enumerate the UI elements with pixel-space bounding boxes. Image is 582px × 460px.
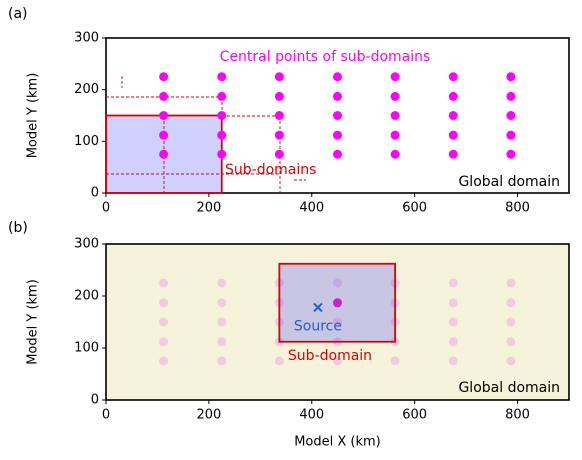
annotation: Global domain xyxy=(458,174,560,190)
point xyxy=(390,356,400,366)
point xyxy=(448,337,458,347)
point xyxy=(217,91,227,101)
y-tick-label: 100 xyxy=(74,134,99,149)
point xyxy=(274,149,284,159)
x-tick-label: 200 xyxy=(196,201,221,216)
point xyxy=(448,130,458,140)
source-label: Source xyxy=(294,318,342,334)
x-tick-label: 600 xyxy=(402,201,427,216)
y-axis-label: Model Y (km) xyxy=(26,73,41,159)
point xyxy=(506,317,516,327)
point xyxy=(274,130,284,140)
point xyxy=(159,91,169,101)
x-tick-label: 0 xyxy=(102,201,110,216)
y-tick-label: 0 xyxy=(91,393,99,408)
point xyxy=(159,278,169,288)
point xyxy=(448,72,458,82)
point xyxy=(333,111,342,120)
highlight-point xyxy=(333,298,342,308)
annotation: Global domain xyxy=(458,380,560,396)
point xyxy=(506,356,516,366)
point xyxy=(390,111,400,120)
point xyxy=(274,356,284,366)
point xyxy=(506,72,516,82)
point xyxy=(217,356,227,366)
point xyxy=(506,130,516,140)
y-tick-label: 100 xyxy=(74,341,99,356)
point xyxy=(448,356,458,366)
point xyxy=(159,337,169,347)
point xyxy=(506,278,516,288)
annotation: Central points of sub-domains xyxy=(220,49,431,65)
y-tick-label: 200 xyxy=(74,82,99,97)
point xyxy=(217,149,227,159)
x-tick-label: 800 xyxy=(505,408,530,423)
point xyxy=(159,111,169,120)
annotation: Sub-domain xyxy=(288,348,372,364)
point xyxy=(506,111,516,120)
annotation: Sub-domains xyxy=(225,162,316,178)
source-marker xyxy=(313,302,323,313)
point xyxy=(448,111,458,120)
point xyxy=(159,356,169,366)
y-tick-label: 200 xyxy=(74,289,99,304)
point xyxy=(217,278,227,288)
point xyxy=(448,278,458,288)
point xyxy=(333,130,342,140)
point xyxy=(390,130,400,140)
point xyxy=(217,337,227,347)
point xyxy=(333,72,342,82)
point xyxy=(217,111,227,120)
panel-label: (a) xyxy=(8,6,28,22)
y-tick-label: 300 xyxy=(74,31,99,46)
y-axis-label: Model Y (km) xyxy=(26,279,41,365)
point xyxy=(159,317,169,327)
point xyxy=(390,72,400,82)
point xyxy=(333,149,342,159)
point xyxy=(506,337,516,347)
y-tick-label: 0 xyxy=(91,186,99,201)
point xyxy=(217,72,227,82)
x-tick-label: 800 xyxy=(505,201,530,216)
point xyxy=(506,149,516,159)
point xyxy=(448,317,458,327)
point xyxy=(217,130,227,140)
point xyxy=(274,72,284,82)
point xyxy=(506,91,516,101)
x-axis-label: Model X (km) xyxy=(294,435,381,450)
panel-label: (b) xyxy=(8,220,28,236)
point xyxy=(333,317,342,327)
point xyxy=(217,298,227,308)
point xyxy=(390,91,400,101)
point xyxy=(217,317,227,327)
point xyxy=(274,91,284,101)
x-tick-label: 400 xyxy=(299,201,324,216)
point xyxy=(333,356,342,366)
point xyxy=(159,298,169,308)
point xyxy=(159,130,169,140)
point xyxy=(159,72,169,82)
x-tick-label: 0 xyxy=(102,408,110,423)
point xyxy=(448,298,458,308)
point xyxy=(274,111,284,120)
x-tick-label: 400 xyxy=(299,408,324,423)
point xyxy=(448,91,458,101)
point xyxy=(333,278,342,288)
x-tick-label: 200 xyxy=(196,408,221,423)
point xyxy=(390,149,400,159)
point xyxy=(448,149,458,159)
point xyxy=(333,91,342,101)
point xyxy=(506,298,516,308)
point xyxy=(159,149,169,159)
y-tick-label: 300 xyxy=(74,237,99,252)
x-tick-label: 600 xyxy=(402,408,427,423)
